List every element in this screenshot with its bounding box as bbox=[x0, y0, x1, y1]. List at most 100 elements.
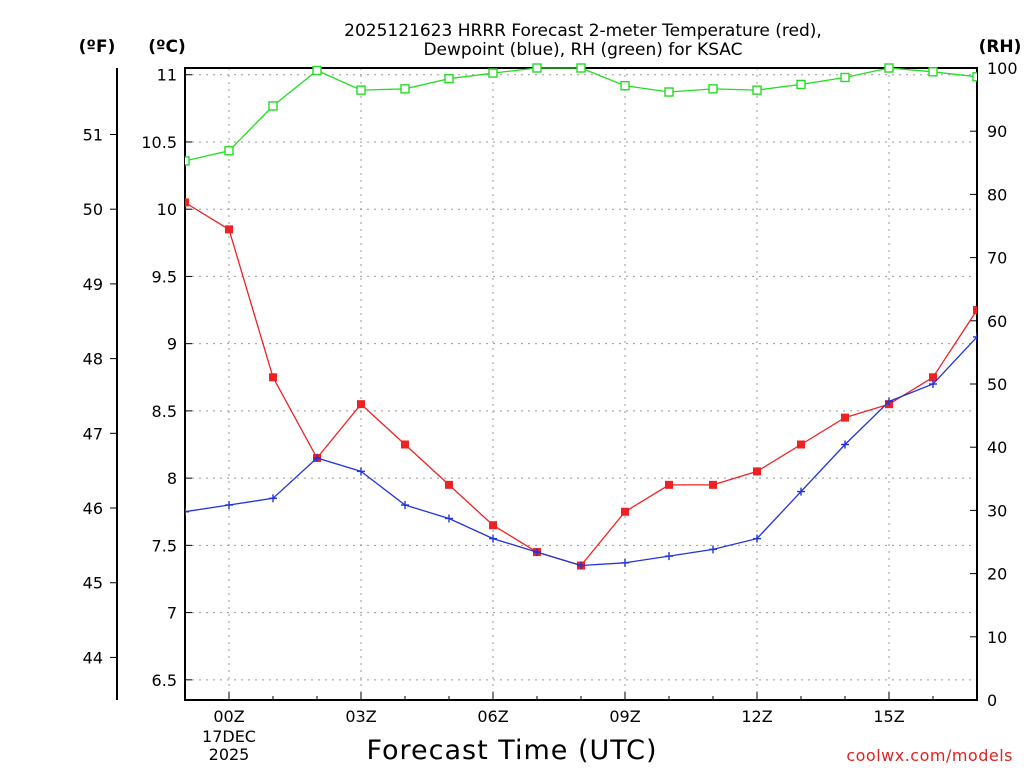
rh-tick-label: 0 bbox=[987, 691, 997, 710]
temperature-point bbox=[357, 400, 365, 409]
temperature-point bbox=[753, 467, 761, 476]
temperature-point bbox=[489, 521, 497, 530]
time-tick-label: 03Z bbox=[345, 707, 376, 726]
rh-point bbox=[796, 79, 806, 90]
dewpoint-point bbox=[841, 440, 849, 449]
rh-tick-label: 30 bbox=[987, 501, 1007, 520]
temperature-point bbox=[709, 480, 717, 489]
rh-point bbox=[972, 72, 977, 82]
celsius-tick-label: 9.5 bbox=[152, 267, 177, 286]
fahrenheit-tick-label: 47 bbox=[83, 424, 103, 443]
celsius-tick-label: 10 bbox=[157, 200, 177, 219]
dewpoint-point bbox=[185, 507, 189, 516]
rh-point bbox=[444, 74, 454, 84]
dewpoint-point bbox=[885, 397, 893, 406]
watermark: coolwx.com/models bbox=[846, 746, 1013, 765]
dewpoint-point bbox=[709, 545, 717, 554]
dewpoint-point bbox=[225, 501, 233, 510]
dewpoint-point bbox=[313, 453, 321, 462]
rh-tick-label: 90 bbox=[987, 122, 1007, 141]
rh-point bbox=[884, 63, 894, 73]
rh-point bbox=[576, 63, 586, 73]
rh-point bbox=[752, 85, 762, 95]
rh-point bbox=[620, 80, 630, 91]
rh-point bbox=[185, 156, 190, 166]
dewpoint-point bbox=[665, 552, 673, 561]
rh-point bbox=[312, 65, 322, 76]
rh-tick-label: 70 bbox=[987, 249, 1007, 268]
dewpoint-point bbox=[401, 501, 409, 510]
celsius-tick-label: 9 bbox=[167, 335, 177, 354]
temperature-point bbox=[841, 413, 849, 422]
rh-tick-label: 20 bbox=[987, 565, 1007, 584]
x-axis-label: Forecast Time (UTC) bbox=[366, 735, 657, 766]
celsius-tick-label: 7.5 bbox=[152, 536, 177, 555]
fahrenheit-tick-label: 49 bbox=[83, 275, 103, 294]
celsius-unit-label: (ºC) bbox=[148, 37, 186, 57]
rh-point bbox=[708, 84, 718, 94]
temperature-point bbox=[621, 507, 629, 516]
rh-point bbox=[400, 84, 410, 94]
celsius-tick-label: 8.5 bbox=[152, 402, 177, 421]
time-tick-label: 09Z bbox=[609, 707, 640, 726]
dewpoint-point bbox=[489, 534, 497, 543]
dewpoint-point bbox=[753, 534, 761, 543]
dewpoint-point bbox=[621, 558, 629, 567]
rh-point bbox=[840, 72, 850, 83]
dewpoint-point bbox=[357, 467, 365, 476]
dewpoint-point bbox=[577, 561, 585, 570]
celsius-tick-label: 7 bbox=[167, 604, 177, 623]
dewpoint-point bbox=[973, 332, 977, 341]
time-tick-label: 12Z bbox=[741, 707, 772, 726]
rh-tick-label: 80 bbox=[987, 185, 1007, 204]
plot-frame bbox=[184, 67, 978, 701]
year-label: 2025 bbox=[209, 745, 250, 764]
temperature-point bbox=[973, 306, 977, 315]
celsius-tick-label: 8 bbox=[167, 469, 177, 488]
rh-point bbox=[488, 68, 498, 78]
temperature-point bbox=[401, 440, 409, 449]
fahrenheit-tick-label: 45 bbox=[83, 574, 103, 593]
time-tick-label: 06Z bbox=[477, 707, 508, 726]
chart-title-line2: Dewpoint (blue), RH (green) for KSAC bbox=[423, 40, 742, 60]
rh-point bbox=[532, 63, 542, 73]
fahrenheit-unit-label: (ºF) bbox=[79, 37, 116, 57]
rh-tick-label: 60 bbox=[987, 312, 1007, 331]
dewpoint-point bbox=[929, 380, 937, 388]
celsius-tick-label: 6.5 bbox=[152, 671, 177, 690]
series-layer bbox=[185, 63, 977, 570]
rh-line bbox=[185, 67, 977, 162]
rh-axis: 0 10 20 30 40 50 60 70 80 90 100 bbox=[970, 59, 1018, 710]
dewpoint-point bbox=[269, 494, 277, 503]
temperature-point bbox=[269, 373, 277, 382]
fahrenheit-tick-label: 46 bbox=[83, 499, 103, 518]
rh-tick-label: 50 bbox=[987, 375, 1007, 394]
rh-point bbox=[268, 101, 278, 111]
dewpoint-line bbox=[185, 336, 977, 567]
rh-unit-label: (RH) bbox=[979, 37, 1022, 57]
rh-point bbox=[356, 85, 366, 95]
rh-tick-label: 100 bbox=[987, 59, 1018, 78]
fahrenheit-axis: 44 45 46 47 48 49 50 51 bbox=[83, 125, 117, 667]
celsius-axis: 6.5 7 7.5 8 8.5 9 9.5 10 10.5 11 bbox=[141, 66, 192, 690]
rh-tick-label: 40 bbox=[987, 438, 1007, 457]
temperature-point bbox=[929, 373, 937, 382]
rh-point bbox=[928, 67, 938, 77]
fahrenheit-tick-label: 48 bbox=[83, 350, 103, 369]
temperature-point bbox=[665, 480, 673, 489]
grid-lines bbox=[185, 68, 977, 700]
rh-point bbox=[664, 87, 674, 97]
celsius-tick-label: 11 bbox=[157, 66, 177, 85]
dewpoint-point bbox=[533, 548, 541, 557]
temperature-point bbox=[445, 480, 453, 489]
fahrenheit-tick-label: 51 bbox=[83, 125, 103, 144]
temperature-point bbox=[185, 198, 189, 207]
rh-point bbox=[224, 146, 234, 156]
temperature-point bbox=[225, 225, 233, 234]
fahrenheit-tick-label: 50 bbox=[83, 200, 103, 219]
dewpoint-point bbox=[445, 514, 453, 523]
celsius-tick-label: 10.5 bbox=[141, 133, 177, 152]
rh-tick-label: 10 bbox=[987, 628, 1007, 647]
